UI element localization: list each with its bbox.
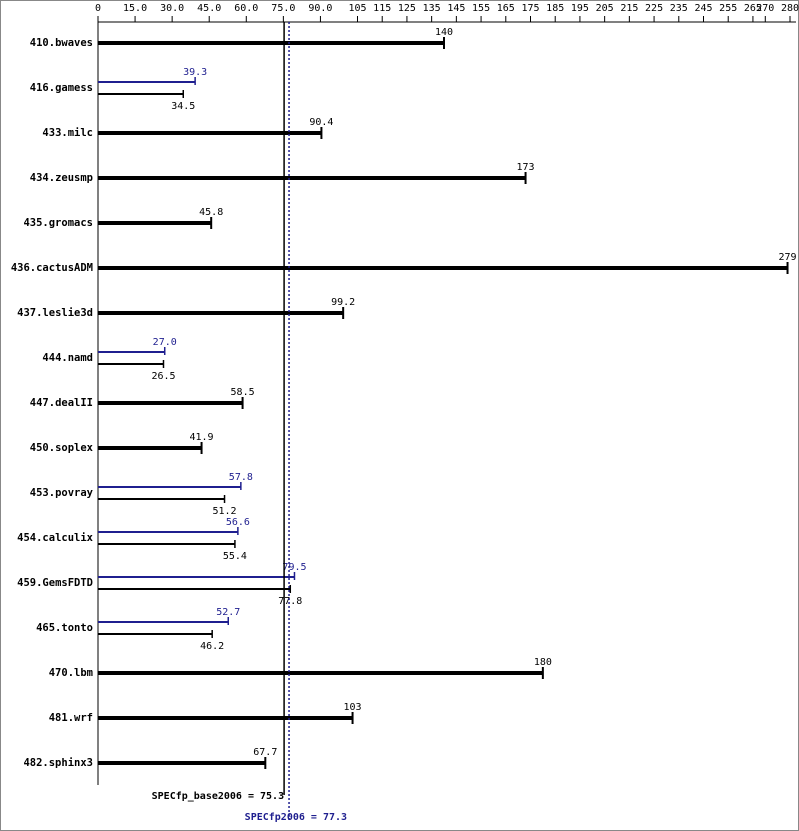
reference-label: SPECfp_base2006 = 75.3 [152, 791, 284, 802]
base-value-label: 51.2 [212, 506, 236, 517]
base-value-label: 26.5 [151, 371, 175, 382]
x-tick-label: 255 [719, 3, 737, 14]
peak-value-label: 52.7 [216, 607, 240, 618]
x-tick-label: 145 [447, 3, 465, 14]
x-tick-label: 195 [571, 3, 589, 14]
category-label: 459.GemsFDTD [17, 577, 93, 589]
value-label: 99.2 [331, 297, 355, 308]
category-label: 447.dealII [30, 397, 93, 409]
bar [98, 401, 243, 405]
bar [98, 41, 444, 45]
category-label: 453.povray [30, 487, 94, 499]
peak-value-label: 27.0 [153, 337, 177, 348]
base-bar [98, 543, 235, 545]
x-tick-label: 135 [423, 3, 441, 14]
category-label: 434.zeusmp [30, 172, 93, 184]
bar [98, 176, 526, 180]
peak-bar [98, 351, 165, 353]
bar [98, 131, 322, 135]
x-tick-label: 185 [546, 3, 564, 14]
value-label: 173 [517, 162, 535, 173]
category-label: 465.tonto [36, 622, 93, 634]
x-tick-label: 75.0 [271, 3, 295, 14]
bar [98, 761, 266, 765]
base-value-label: 34.5 [171, 101, 195, 112]
value-label: 45.8 [199, 207, 223, 218]
category-label: 444.namd [42, 352, 93, 364]
x-tick-label: 265 [744, 3, 762, 14]
x-tick-label: 60.0 [234, 3, 258, 14]
value-label: 41.9 [190, 432, 214, 443]
x-tick-label: 30.0 [160, 3, 184, 14]
bar [98, 716, 353, 720]
category-label: 482.sphinx3 [23, 757, 93, 769]
category-label: 433.milc [42, 127, 93, 139]
x-tick-label: 225 [645, 3, 663, 14]
x-tick-label: 155 [472, 3, 490, 14]
bar [98, 311, 344, 315]
value-label: 103 [344, 702, 362, 713]
x-tick-label: 15.0 [123, 3, 147, 14]
peak-bar [98, 576, 295, 578]
base-bar [98, 498, 225, 500]
reference-label: SPECfp2006 = 77.3 [245, 812, 347, 823]
peak-bar [98, 81, 196, 83]
base-bar [98, 363, 164, 365]
peak-bar [98, 531, 238, 533]
x-tick-label: 280 [781, 3, 799, 14]
value-label: 180 [534, 657, 552, 668]
base-bar [98, 633, 213, 635]
value-label: 279 [778, 252, 796, 263]
category-label: 450.soplex [30, 442, 94, 454]
base-bar [98, 588, 291, 590]
peak-value-label: 56.6 [226, 517, 250, 528]
x-tick-label: 0 [95, 3, 101, 14]
peak-bar [98, 486, 241, 488]
x-tick-label: 270 [756, 3, 774, 14]
x-tick-label: 125 [398, 3, 416, 14]
value-label: 90.4 [309, 117, 333, 128]
peak-bar [98, 621, 229, 623]
x-tick-label: 115 [373, 3, 391, 14]
x-tick-label: 205 [596, 3, 614, 14]
category-label: 410.bwaves [30, 37, 93, 49]
x-tick-label: 245 [694, 3, 712, 14]
peak-value-label: 57.8 [229, 472, 253, 483]
category-label: 437.leslie3d [17, 307, 93, 319]
x-tick-label: 215 [620, 3, 638, 14]
bar [98, 221, 212, 225]
category-label: 481.wrf [49, 712, 93, 724]
x-tick-label: 165 [497, 3, 515, 14]
x-tick-label: 235 [670, 3, 688, 14]
base-value-label: 77.8 [278, 596, 302, 607]
x-tick-label: 175 [521, 3, 539, 14]
base-value-label: 46.2 [200, 641, 224, 652]
peak-value-label: 79.5 [282, 562, 306, 573]
category-label: 435.gromacs [23, 217, 93, 229]
category-label: 454.calculix [17, 532, 94, 544]
category-label: 436.cactusADM [11, 262, 93, 274]
bar [98, 446, 202, 450]
x-tick-label: 105 [348, 3, 366, 14]
value-label: 67.7 [253, 747, 277, 758]
x-tick-label: 45.0 [197, 3, 221, 14]
value-label: 140 [435, 27, 453, 38]
base-value-label: 55.4 [223, 551, 247, 562]
base-bar [98, 93, 184, 95]
value-label: 58.5 [231, 387, 255, 398]
category-label: 470.lbm [49, 667, 93, 679]
bar [98, 671, 543, 675]
x-tick-label: 90.0 [308, 3, 332, 14]
bar [98, 266, 788, 270]
peak-value-label: 39.3 [183, 67, 207, 78]
category-label: 416.gamess [30, 82, 93, 94]
